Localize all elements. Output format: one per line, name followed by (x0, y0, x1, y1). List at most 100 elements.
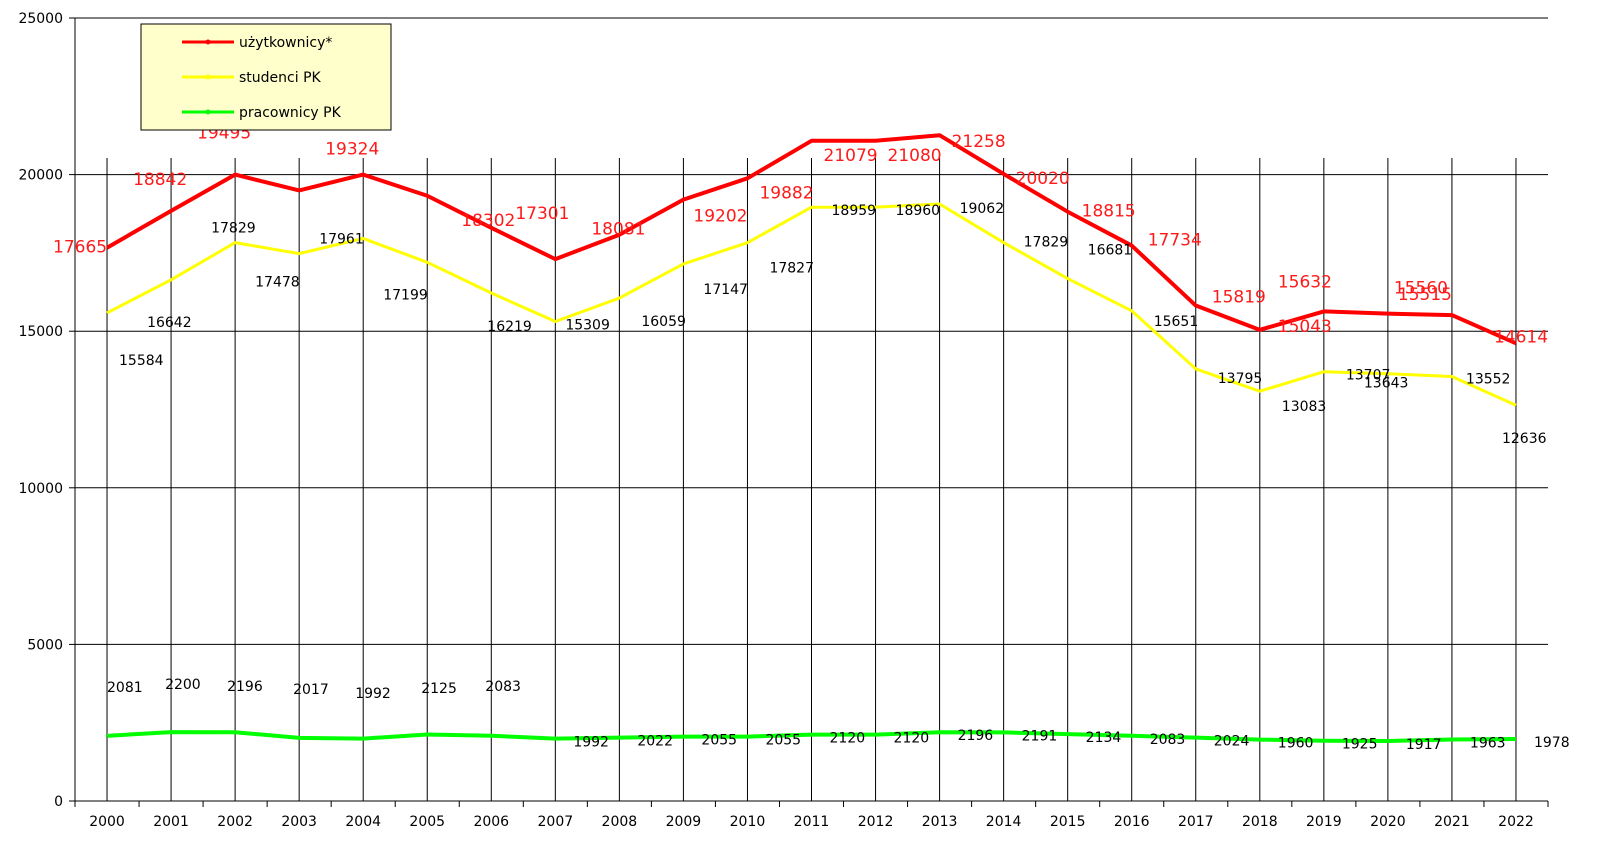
y-tick-label-5000: 5000 (27, 637, 63, 653)
label-staff-2016: 2083 (1150, 732, 1186, 748)
x-tick-label-2015: 2015 (1050, 814, 1086, 830)
label-staff-2014: 2191 (1022, 728, 1058, 744)
series-line-2 (106, 730, 1516, 743)
y-tick-label-10000: 10000 (18, 481, 63, 497)
y-tick-label-20000: 20000 (18, 168, 63, 184)
label-staff-2002: 2196 (227, 679, 263, 695)
x-tick-label-2004: 2004 (345, 814, 381, 830)
label-staff-2015: 2134 (1086, 730, 1122, 746)
label-users-2001: 18842 (133, 170, 187, 190)
label-staff-2009: 2055 (701, 733, 737, 749)
x-tick-label-2021: 2021 (1434, 814, 1470, 830)
label-students-2020: 13643 (1364, 376, 1409, 392)
x-tick-label-2019: 2019 (1306, 814, 1342, 830)
y-tick-label-25000: 25000 (18, 11, 63, 27)
label-students-2011: 18959 (832, 203, 877, 219)
label-students-2004: 17961 (319, 231, 364, 247)
label-staff-2012: 2120 (894, 731, 930, 747)
x-tick-label-2022: 2022 (1498, 814, 1534, 830)
label-students-2017: 13795 (1218, 371, 1263, 387)
label-users-2010: 19882 (759, 183, 813, 203)
x-tick-label-2008: 2008 (602, 814, 638, 830)
label-users-2017: 15819 (1212, 288, 1266, 308)
label-staff-2001: 2200 (165, 677, 201, 693)
label-users-2016: 17734 (1148, 231, 1202, 251)
label-users-2018: 15043 (1278, 317, 1332, 337)
legend-label-0: użytkownicy* (239, 35, 332, 51)
label-students-2006: 16219 (487, 319, 532, 335)
grid-lines (75, 17, 1548, 801)
axes: 0 5000 10000 15000 20000 25000 2000 2001 2002 200… (18, 11, 1549, 830)
label-staff-2020: 1917 (1406, 737, 1442, 753)
label-staff-2019: 1925 (1342, 737, 1378, 753)
x-tick-label-2006: 2006 (473, 814, 509, 830)
label-students-2016: 15651 (1154, 314, 1199, 330)
y-tick-label-0: 0 (54, 794, 63, 810)
label-students-2013: 19062 (960, 201, 1005, 217)
label-students-2010: 17827 (769, 261, 814, 277)
label-users-2015: 18815 (1082, 202, 1136, 222)
x-tick-label-2000: 2000 (89, 814, 125, 830)
label-students-2000: 15584 (119, 353, 164, 369)
legend: użytkownicy* studenci PK pracownicy PK (140, 23, 392, 131)
label-staff-2000: 2081 (107, 680, 143, 696)
label-staff-2003: 2017 (293, 682, 329, 698)
label-students-2019: 13707 (1346, 368, 1391, 384)
label-staff-2007: 1992 (573, 735, 609, 751)
label-students-2002: 17829 (211, 221, 256, 237)
label-staff-2013: 2196 (958, 728, 994, 744)
label-users-2013: 21258 (952, 132, 1006, 152)
label-staff-2022: 1978 (1534, 735, 1570, 751)
label-staff-2004: 1992 (355, 686, 391, 702)
x-tick-label-2003: 2003 (281, 814, 317, 830)
x-tick-label-2018: 2018 (1242, 814, 1278, 830)
x-tick-label-2013: 2013 (922, 814, 958, 830)
series-line-1 (106, 202, 1517, 407)
label-staff-2018: 1960 (1278, 736, 1314, 752)
x-tick-label-2009: 2009 (666, 814, 702, 830)
legend-marker-2 (205, 109, 211, 115)
x-tick-label-2007: 2007 (538, 814, 574, 830)
label-users-2000: 17665 (53, 238, 107, 258)
y-tick-label-15000: 15000 (18, 324, 63, 340)
label-users-2022: 14614 (1494, 327, 1548, 347)
legend-label-1: studenci PK (239, 70, 322, 86)
label-students-2022: 12636 (1502, 431, 1547, 447)
label-students-2015: 16681 (1088, 243, 1133, 259)
x-tick-label-2010: 2010 (730, 814, 766, 830)
label-students-2018: 13083 (1282, 399, 1327, 415)
x-tick-label-2020: 2020 (1370, 814, 1406, 830)
series-line-0 (106, 133, 1517, 346)
label-staff-2005: 2125 (421, 681, 457, 697)
label-staff-2021: 1963 (1470, 736, 1506, 752)
label-users-2020: 15560 (1394, 279, 1448, 299)
label-students-2007: 15309 (565, 318, 610, 334)
label-students-2012: 18960 (896, 203, 941, 219)
label-users-2009: 19202 (693, 207, 747, 227)
x-tick-label-2012: 2012 (858, 814, 894, 830)
x-tick-label-2005: 2005 (409, 814, 445, 830)
legend-label-2: pracownicy PK (239, 105, 342, 121)
label-students-2009: 17147 (703, 282, 748, 298)
x-tick-label-2001: 2001 (153, 814, 189, 830)
series-lines (106, 133, 1517, 743)
label-users-2006: 18302 (461, 211, 515, 231)
x-tick-label-2011: 2011 (794, 814, 830, 830)
label-users-2007: 17301 (515, 204, 569, 224)
label-students-2001: 16642 (147, 315, 192, 331)
x-tick-label-2002: 2002 (217, 814, 253, 830)
label-users-2012: 21080 (888, 146, 942, 166)
label-users-2014: 20020 (1016, 169, 1070, 189)
label-users-2021: 15515 (1398, 285, 1452, 305)
label-users-2019: 15632 (1278, 272, 1332, 292)
label-users-2011: 21079 (824, 146, 878, 166)
label-students-2005: 17199 (383, 287, 428, 303)
label-students-2021: 13552 (1466, 372, 1511, 388)
label-users-2004: 19324 (325, 140, 379, 160)
label-staff-2006: 2083 (485, 679, 521, 695)
label-students-2008: 16059 (641, 314, 686, 330)
x-tick-label-2014: 2014 (986, 814, 1022, 830)
label-students-2003: 17478 (255, 275, 300, 291)
